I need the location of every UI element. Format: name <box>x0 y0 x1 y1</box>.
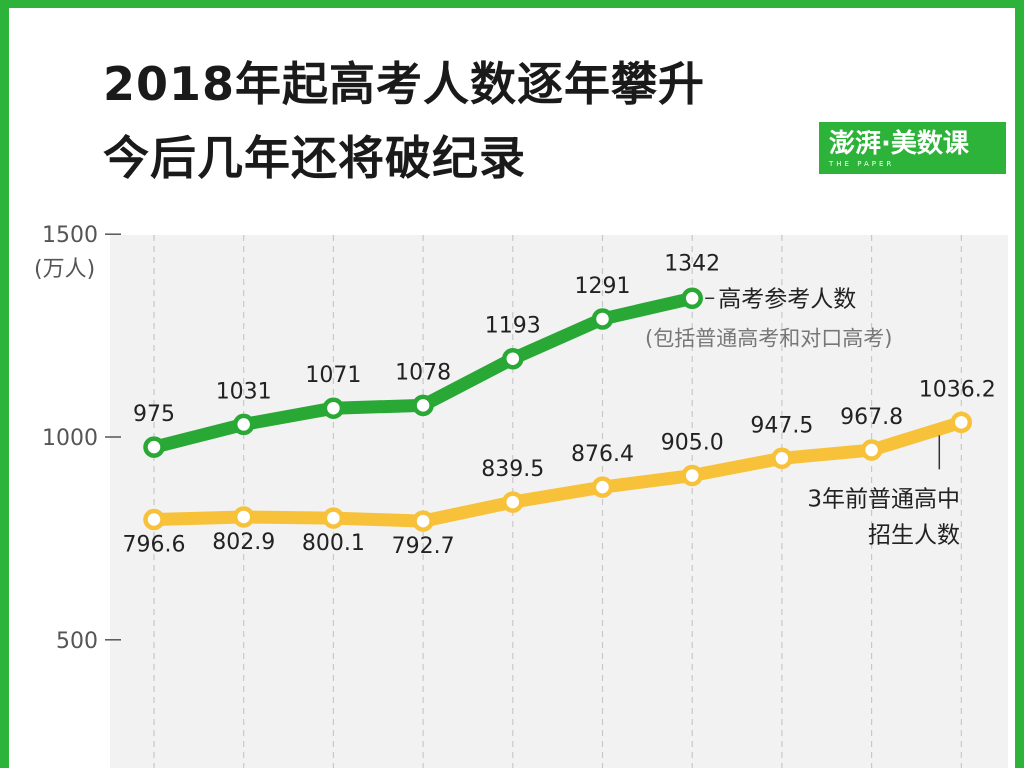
data-point <box>143 508 165 531</box>
data-label: 1193 <box>485 314 541 339</box>
data-point <box>771 447 793 470</box>
data-point <box>322 397 345 419</box>
data-point <box>232 413 255 436</box>
y-tick-label: 1000 <box>42 426 98 451</box>
data-label: 1342 <box>664 251 720 276</box>
y-tick-label: 1500 <box>42 223 98 248</box>
brand-logo: 澎湃·美数课 THE PAPER <box>819 122 1006 174</box>
data-point <box>681 464 703 487</box>
data-label: 1071 <box>305 363 361 388</box>
data-label: 792.7 <box>392 534 455 559</box>
data-point <box>502 347 524 370</box>
data-point <box>681 287 703 310</box>
data-label: 947.5 <box>750 413 813 438</box>
series-line <box>147 415 968 528</box>
data-point <box>950 411 973 434</box>
series-note: (包括普通高考和对口高考) <box>645 326 892 350</box>
brand-logo-text: 澎湃·美数课 <box>829 129 969 159</box>
data-label: 1031 <box>216 379 272 404</box>
data-label: 1078 <box>395 360 451 385</box>
chart-title-line1: 2018年起高考人数逐年攀升 <box>103 57 706 111</box>
data-point <box>412 394 434 417</box>
series-label: 3年前普通高中 <box>807 486 960 512</box>
data-point <box>322 507 345 529</box>
data-point <box>860 439 883 461</box>
plot-background <box>110 235 1008 768</box>
data-label: 1036.2 <box>919 377 996 402</box>
data-label: 905.0 <box>661 431 724 456</box>
brand-logo-subtext: THE PAPER <box>829 160 895 168</box>
data-point <box>232 506 255 528</box>
data-point <box>502 491 524 513</box>
data-label: 839.5 <box>481 457 544 482</box>
data-label: 802.9 <box>212 530 275 555</box>
series-label: 高考参考人数 <box>718 286 856 312</box>
data-label: 967.8 <box>840 405 903 430</box>
data-label: 975 <box>133 402 175 427</box>
data-point <box>591 308 614 330</box>
chart-title-line2: 今后几年还将破纪录 <box>103 131 526 185</box>
y-tick-label: 500 <box>56 629 98 654</box>
y-axis-unit-label: (万人) <box>34 257 95 282</box>
data-point <box>591 476 614 498</box>
data-label: 876.4 <box>571 442 634 467</box>
data-label: 800.1 <box>302 531 365 556</box>
data-point <box>412 510 434 532</box>
series-label: 招生人数 <box>868 522 960 548</box>
data-label: 796.6 <box>123 532 186 557</box>
data-label: 1291 <box>575 274 631 299</box>
data-point <box>143 436 165 458</box>
